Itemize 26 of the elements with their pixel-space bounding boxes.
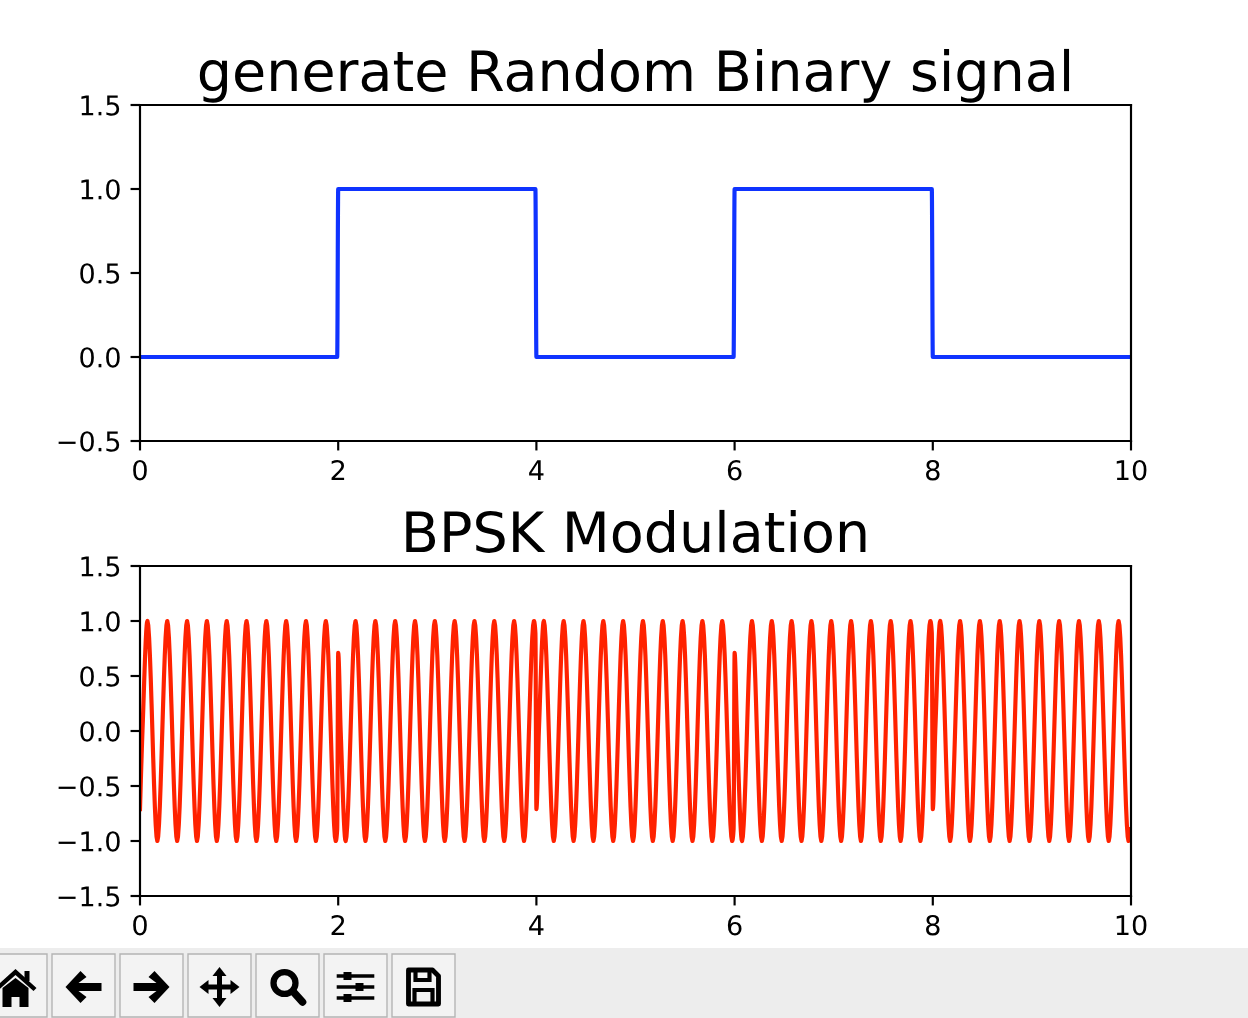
y-tick-label: −1.5 — [58, 886, 120, 907]
x-tick-label: 6 — [727, 459, 742, 481]
y-tick-label: −0.5 — [58, 431, 120, 452]
y-tick-label: −0.5 — [58, 776, 120, 797]
x-tick-label: 2 — [331, 459, 345, 481]
x-tick-label: 2 — [331, 914, 345, 936]
y-tick-label: 0.0 — [80, 721, 120, 742]
x-tick-label: 0 — [133, 459, 147, 481]
chart-title: BPSK Modulation — [406, 509, 866, 553]
x-tick-label: 4 — [529, 460, 544, 481]
x-tick-label: 0 — [133, 914, 147, 936]
y-tick-label: 1.0 — [81, 611, 120, 632]
y-tick-label: 1.5 — [81, 556, 120, 577]
x-tick-label: 8 — [926, 459, 940, 481]
x-tick-label: 8 — [926, 914, 940, 936]
y-tick-label: 0.5 — [80, 263, 120, 284]
x-tick-label: 10 — [1116, 459, 1147, 481]
y-tick-label: 0.5 — [80, 666, 120, 687]
y-tick-label: 1.5 — [81, 95, 120, 116]
y-tick-label: 0.0 — [80, 347, 120, 368]
x-tick-label: 10 — [1116, 914, 1147, 936]
y-tick-label: 1.0 — [81, 179, 120, 200]
y-tick-label: −1.0 — [58, 831, 120, 852]
chart-title: generate Random Binary signal — [199, 48, 1070, 103]
x-tick-label: 6 — [727, 914, 742, 936]
x-tick-label: 4 — [529, 915, 544, 936]
